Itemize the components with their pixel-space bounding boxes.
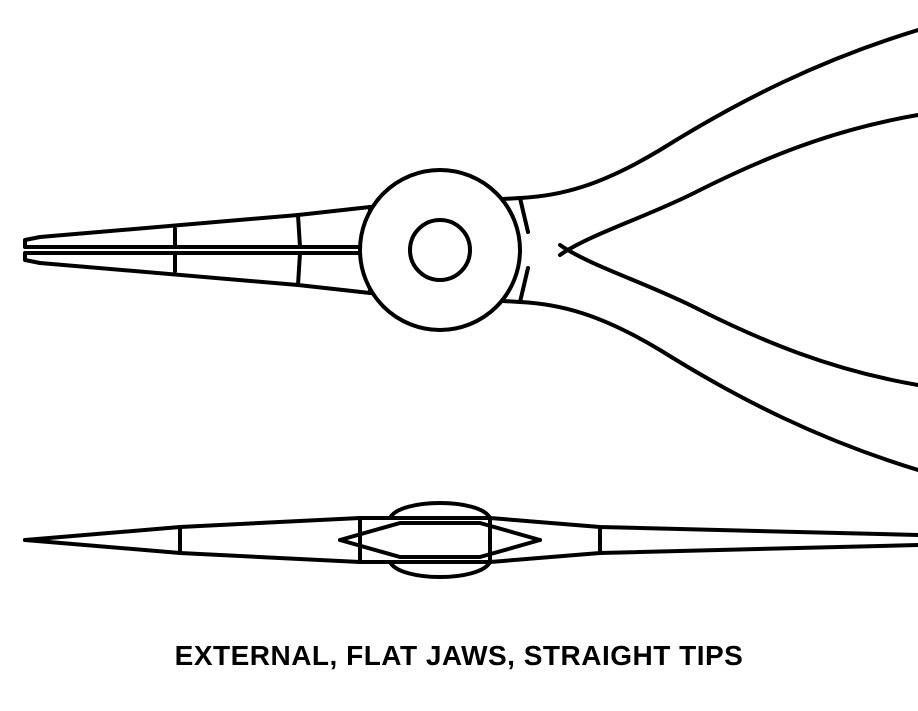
pliers-line-drawing	[0, 0, 918, 711]
side-view	[25, 30, 918, 470]
top-view	[25, 503, 918, 577]
diagram-canvas: EXTERNAL, FLAT JAWS, STRAIGHT TIPS	[0, 0, 918, 711]
figure-caption: EXTERNAL, FLAT JAWS, STRAIGHT TIPS	[0, 640, 918, 672]
